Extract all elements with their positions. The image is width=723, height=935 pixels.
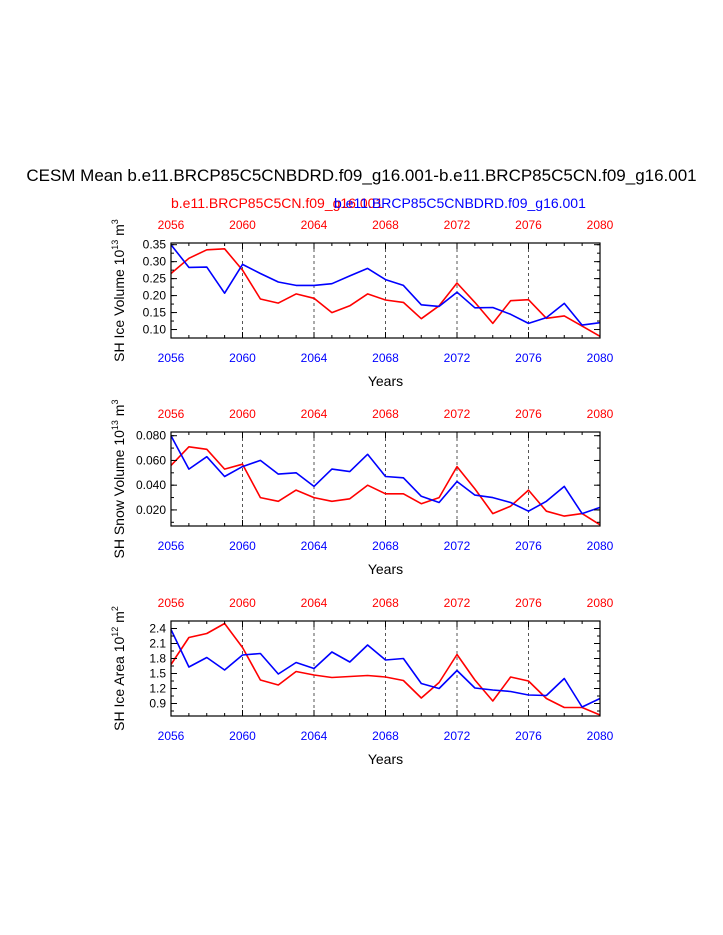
y-tick-label: 0.15	[143, 306, 167, 320]
series-line-bdrd	[170, 244, 601, 326]
x-axis-label: Years	[368, 373, 403, 389]
y-axis-label-sup: 3	[110, 400, 120, 405]
x-tick-label: 2072	[444, 539, 471, 553]
x-tick-label: 2064	[301, 729, 328, 743]
x-tick-label: 2068	[372, 351, 399, 365]
x-tick-label: 2080	[587, 351, 614, 365]
y-tick-label: 2.4	[149, 622, 166, 636]
x-tick-label-top: 2080	[587, 218, 614, 232]
x-tick-label-top: 2076	[515, 596, 542, 610]
x-tick-label-top: 2068	[372, 407, 399, 421]
x-tick-label: 2068	[372, 729, 399, 743]
y-tick-label: 0.10	[143, 323, 167, 337]
x-tick-label: 2060	[229, 539, 256, 553]
x-tick-label-top: 2060	[229, 596, 256, 610]
y-axis-label-part: m	[111, 611, 127, 627]
x-tick-label-top: 2056	[158, 596, 185, 610]
x-tick-label-top: 2072	[444, 596, 471, 610]
x-tick-label: 2076	[515, 351, 542, 365]
y-tick-label: 1.5	[149, 667, 166, 681]
x-tick-label: 2072	[444, 729, 471, 743]
series-line-bdrd	[170, 435, 601, 515]
panel-3: 2056 2056 2060 2060 2064 2064 2068 2068 2072 2072…	[110, 596, 614, 767]
y-axis-label-part: m	[111, 224, 127, 240]
y-axis-label-sup: 12	[110, 627, 120, 637]
figure-title: CESM Mean b.e11.BRCP85C5CNBDRD.f09_g16.0…	[26, 166, 697, 185]
y-axis-label-sup: 3	[110, 219, 120, 224]
x-tick-label-top: 2056	[158, 218, 185, 232]
x-tick-label-top: 2064	[301, 407, 328, 421]
x-tick-label-top: 2072	[444, 407, 471, 421]
x-tick-label: 2080	[587, 539, 614, 553]
y-axis-label-sup: 13	[110, 420, 120, 430]
x-tick-label: 2056	[158, 539, 185, 553]
x-axis-label: Years	[368, 561, 403, 577]
y-tick-label: 1.8	[149, 652, 166, 666]
x-tick-label: 2076	[515, 539, 542, 553]
x-tick-label-top: 2068	[372, 218, 399, 232]
y-axis-label: SH Snow Volume 1013 m3	[110, 400, 127, 559]
y-tick-label: 0.9	[149, 697, 166, 711]
panel-2: 2056 2056 2060 2060 2064 2064 2068 2068 2072 2072…	[110, 400, 614, 578]
y-tick-label: 0.25	[143, 272, 167, 286]
x-tick-label: 2072	[444, 351, 471, 365]
x-tick-label: 2080	[587, 729, 614, 743]
x-tick-label-top: 2076	[515, 218, 542, 232]
x-tick-label-top: 2060	[229, 407, 256, 421]
y-tick-label: 0.020	[136, 503, 166, 517]
y-tick-label: 0.35	[143, 238, 167, 252]
y-axis-label-part: SH Ice Area 10	[111, 637, 127, 731]
y-axis-label-part: SH Ice Volume 10	[111, 250, 127, 362]
series-line-ctrl	[170, 445, 601, 526]
x-tick-label: 2068	[372, 539, 399, 553]
y-axis-label: SH Ice Volume 1013 m3	[110, 219, 127, 362]
y-tick-label: 0.040	[136, 478, 166, 492]
y-tick-label: 0.080	[136, 429, 166, 443]
y-axis-label-part: SH Snow Volume 10	[111, 430, 127, 559]
y-tick-label: 1.2	[149, 682, 166, 696]
x-tick-label-top: 2080	[587, 596, 614, 610]
x-tick-label-top: 2076	[515, 407, 542, 421]
y-tick-label: 2.1	[149, 637, 166, 651]
series-line-ctrl	[170, 248, 601, 337]
x-tick-label-top: 2056	[158, 407, 185, 421]
x-tick-label: 2056	[158, 351, 185, 365]
y-tick-label: 0.30	[143, 255, 167, 269]
x-tick-label-top: 2080	[587, 407, 614, 421]
legend-entry-ctrl: b.e11.BRCP85C5CN.f09_g16.001	[171, 195, 384, 211]
x-tick-label: 2056	[158, 729, 185, 743]
series-line-bdrd	[170, 629, 601, 708]
x-tick-label: 2060	[229, 729, 256, 743]
x-tick-label: 2064	[301, 351, 328, 365]
legend-entry-bdrd: b.e11.BRCP85C5CNBDRD.f09_g16.001	[334, 195, 586, 211]
y-tick-label: 0.060	[136, 453, 166, 467]
x-tick-label-top: 2072	[444, 218, 471, 232]
x-tick-label: 2076	[515, 729, 542, 743]
x-tick-label: 2064	[301, 539, 328, 553]
y-axis-label-part: m	[111, 405, 127, 421]
y-axis-label: SH Ice Area 1012 m2	[110, 606, 127, 731]
y-axis-label-sup: 2	[110, 606, 120, 611]
series-line-ctrl	[170, 622, 601, 716]
panel-1: 2056 2056 2060 2060 2064 2064 2068 2068 2072 2072…	[110, 218, 614, 389]
x-axis-label: Years	[368, 751, 403, 767]
x-tick-label-top: 2064	[301, 596, 328, 610]
x-tick-label-top: 2060	[229, 218, 256, 232]
x-tick-label-top: 2064	[301, 218, 328, 232]
y-axis-label-sup: 13	[110, 240, 120, 250]
x-tick-label: 2060	[229, 351, 256, 365]
y-tick-label: 0.20	[143, 289, 167, 303]
x-tick-label-top: 2068	[372, 596, 399, 610]
